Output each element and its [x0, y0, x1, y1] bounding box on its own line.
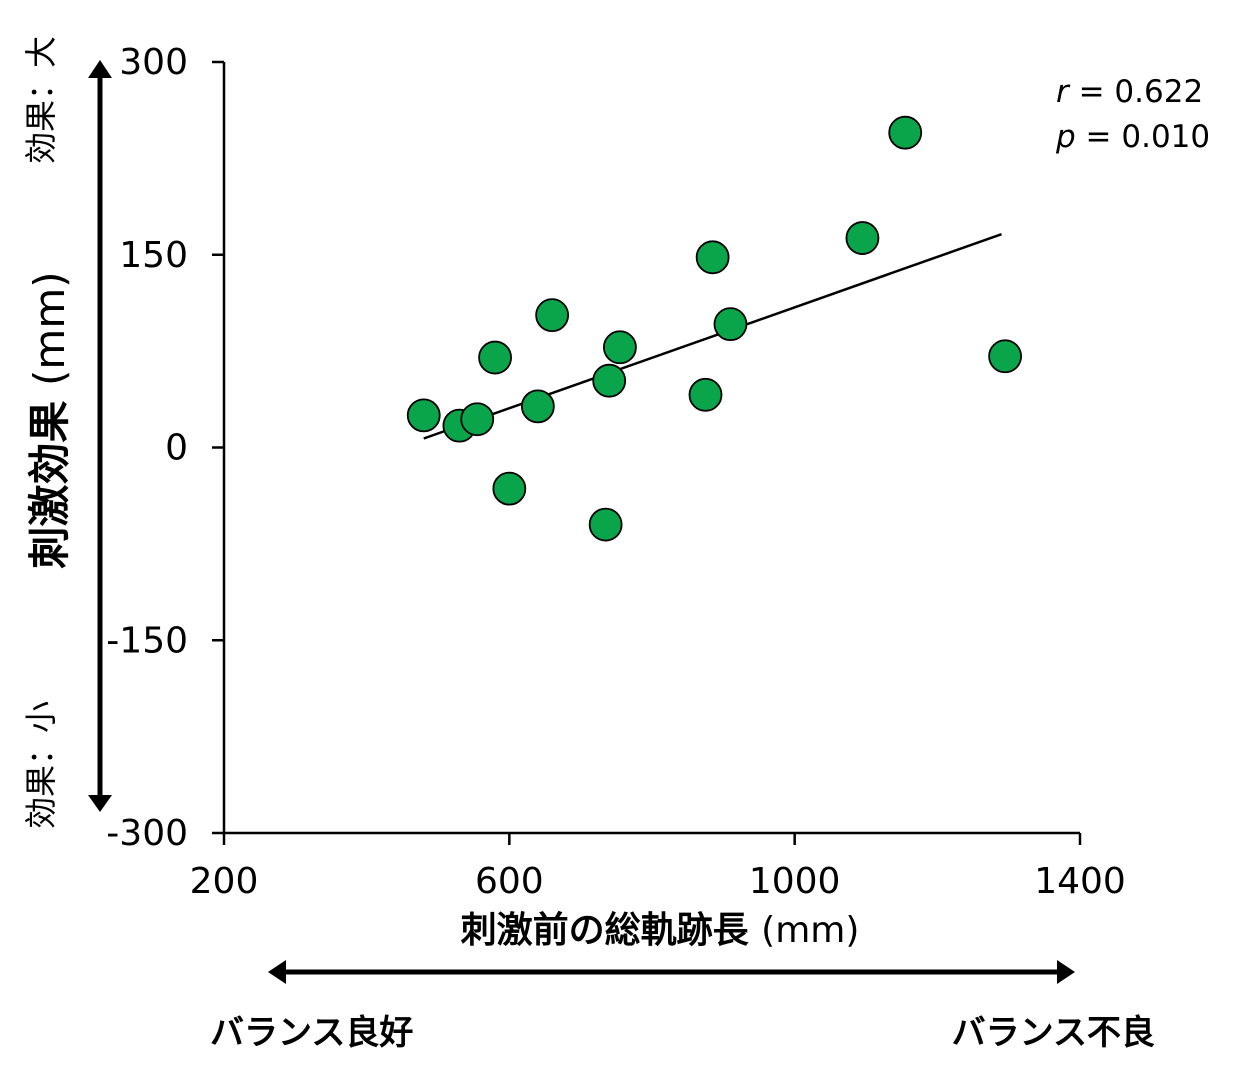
y-tick-label: -300	[106, 813, 188, 854]
y-arrow-up-head	[88, 60, 112, 78]
data-points	[406, 115, 1022, 542]
data-point	[478, 340, 512, 375]
x-tick-label: 1000	[749, 861, 841, 902]
data-point	[695, 240, 730, 275]
y-tick-label: -150	[106, 620, 188, 661]
data-point	[535, 298, 570, 333]
x-arrow-right-head	[1057, 960, 1075, 984]
x-tick-label: 1400	[1034, 861, 1126, 902]
p-stat: p = 0.010	[1055, 119, 1210, 155]
y-tick-label: 150	[119, 235, 188, 276]
data-point	[588, 507, 623, 542]
x-right-label: バランス不良	[952, 1013, 1155, 1053]
x-tick-label: 200	[190, 861, 259, 902]
x-left-label: バランス良好	[210, 1013, 413, 1053]
y-axis-title: 刺激効果 (mm)	[25, 271, 74, 568]
data-point	[492, 471, 527, 506]
y-bottom-label: 効果：小	[22, 701, 60, 829]
data-point	[592, 363, 627, 398]
data-point	[460, 402, 495, 437]
trend-line	[423, 233, 1002, 440]
y-tick-label: 300	[119, 42, 188, 83]
y-top-label: 効果：大	[22, 36, 60, 164]
x-tick-label: 600	[475, 861, 544, 902]
y-ticks: 300 150 0 -150 -300	[106, 42, 224, 854]
x-arrow-left-head	[268, 960, 286, 984]
axes	[222, 62, 1080, 835]
data-point	[520, 389, 555, 424]
y-tick-label: 0	[165, 428, 188, 469]
data-point	[406, 398, 441, 433]
data-point	[988, 339, 1022, 374]
data-point	[713, 307, 748, 342]
r-stat: r = 0.622	[1056, 74, 1203, 110]
data-point	[688, 377, 723, 412]
data-point	[845, 221, 880, 255]
x-ticks: 200 600 1000 1400	[190, 833, 1126, 902]
y-arrow-down-head	[88, 795, 112, 812]
data-point	[888, 115, 923, 150]
data-point	[603, 330, 637, 365]
x-axis-title: 刺激前の総軌跡長 (mm)	[461, 910, 860, 951]
